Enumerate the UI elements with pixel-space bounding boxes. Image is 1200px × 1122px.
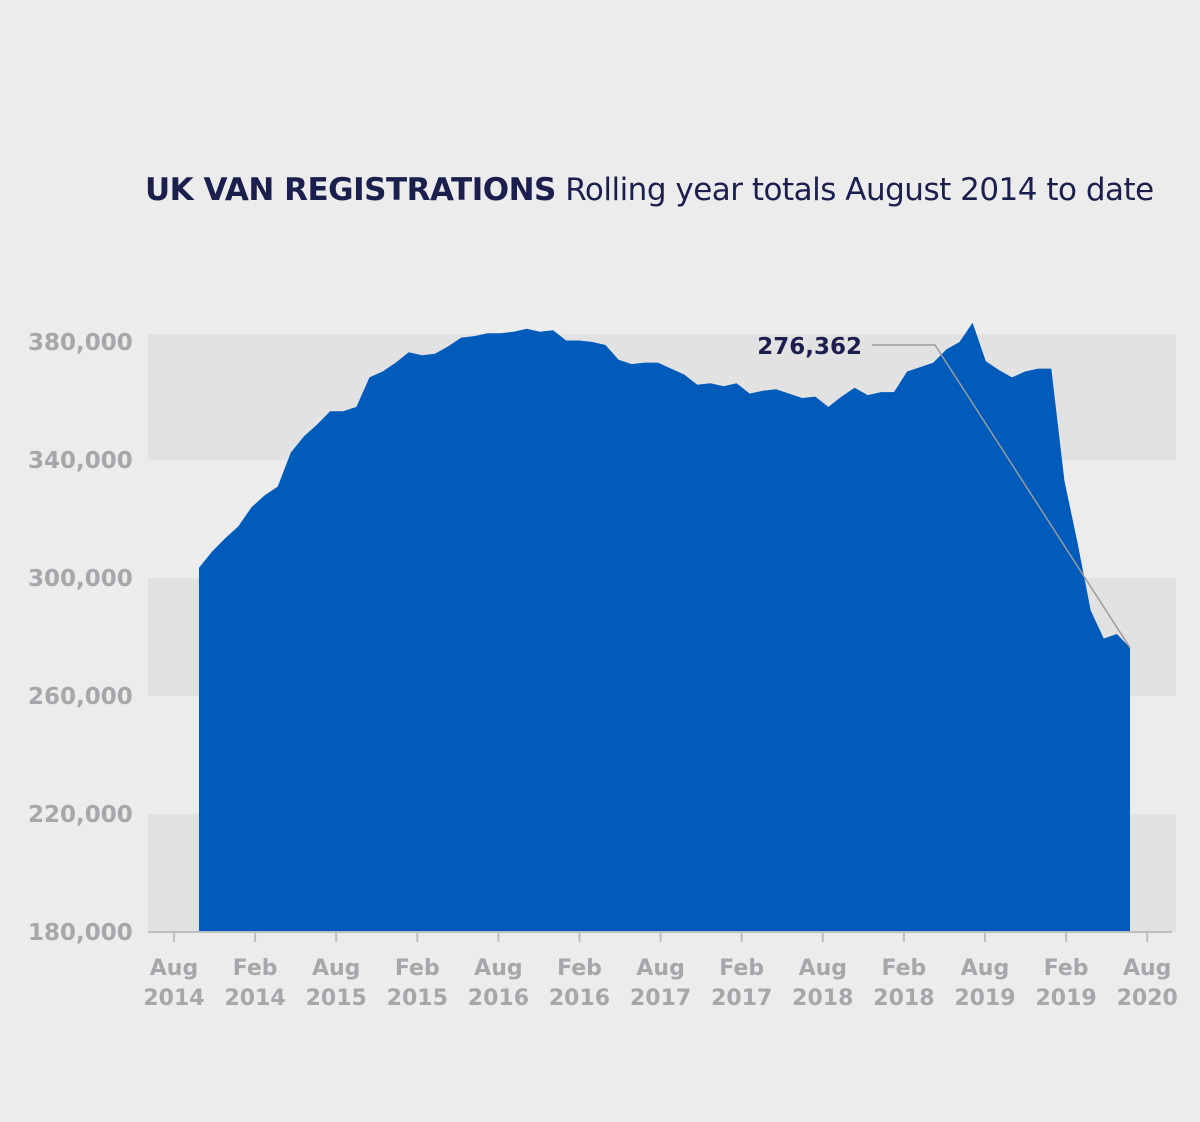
- x-tick-year: 2019: [1035, 986, 1096, 1011]
- annotation-label: 276,362: [757, 334, 862, 360]
- x-tick-month: Feb: [233, 956, 278, 981]
- x-axis-ticks: Aug 2014 Feb 2014 Aug 2015 Feb 2015 Aug 2016 Feb 20…: [143, 956, 1177, 1011]
- y-axis-ticks: 180,000 220,000 260,000 300,000 340,000 380,0…: [28, 330, 133, 946]
- y-tick-label: 380,000: [28, 330, 133, 356]
- x-tick-year: 2017: [711, 986, 772, 1011]
- annotation-layer: 276,362: [757, 334, 1131, 649]
- x-tick-year: 2015: [387, 986, 448, 1011]
- x-tick-month: Aug: [474, 956, 522, 981]
- y-tick-label: 340,000: [28, 448, 133, 474]
- annotation-leader-line: [872, 344, 1131, 649]
- chart-title-light: Rolling year totals August 2014 to date: [565, 172, 1154, 208]
- x-tick-month: Aug: [961, 956, 1009, 981]
- x-tick-month: Aug: [636, 956, 684, 981]
- x-tick-year: 2017: [630, 986, 691, 1011]
- x-tick-month: Feb: [719, 956, 764, 981]
- x-tick-month: Feb: [881, 956, 926, 981]
- area-series: [199, 322, 1130, 932]
- x-tick-year: 2014: [143, 986, 204, 1011]
- x-tick-year: 2018: [792, 986, 853, 1011]
- x-tick-month: Aug: [1123, 956, 1171, 981]
- x-tick-year: 2020: [1117, 986, 1178, 1011]
- x-tick-year: 2016: [549, 986, 610, 1011]
- x-tick-month: Aug: [150, 956, 198, 981]
- x-tick-month: Aug: [799, 956, 847, 981]
- x-tick-year: 2016: [468, 986, 529, 1011]
- x-tick-month: Feb: [395, 956, 440, 981]
- x-tick-year: 2015: [306, 986, 367, 1011]
- x-tick-year: 2019: [954, 986, 1015, 1011]
- y-tick-label: 300,000: [28, 566, 133, 592]
- y-tick-label: 180,000: [28, 920, 133, 946]
- chart-title: UK VAN REGISTRATIONS Rolling year totals…: [145, 168, 1154, 212]
- y-tick-label: 260,000: [28, 684, 133, 710]
- x-tick-month: Aug: [312, 956, 360, 981]
- x-tick-year: 2014: [224, 986, 285, 1011]
- x-tick-month: Feb: [1044, 956, 1089, 981]
- x-tick-year: 2018: [873, 986, 934, 1011]
- x-tick-month: Feb: [557, 956, 602, 981]
- axis-layer: [148, 931, 1172, 942]
- area-layer: [199, 322, 1130, 932]
- y-tick-label: 220,000: [28, 802, 133, 828]
- chart-title-bold: UK VAN REGISTRATIONS: [145, 172, 556, 208]
